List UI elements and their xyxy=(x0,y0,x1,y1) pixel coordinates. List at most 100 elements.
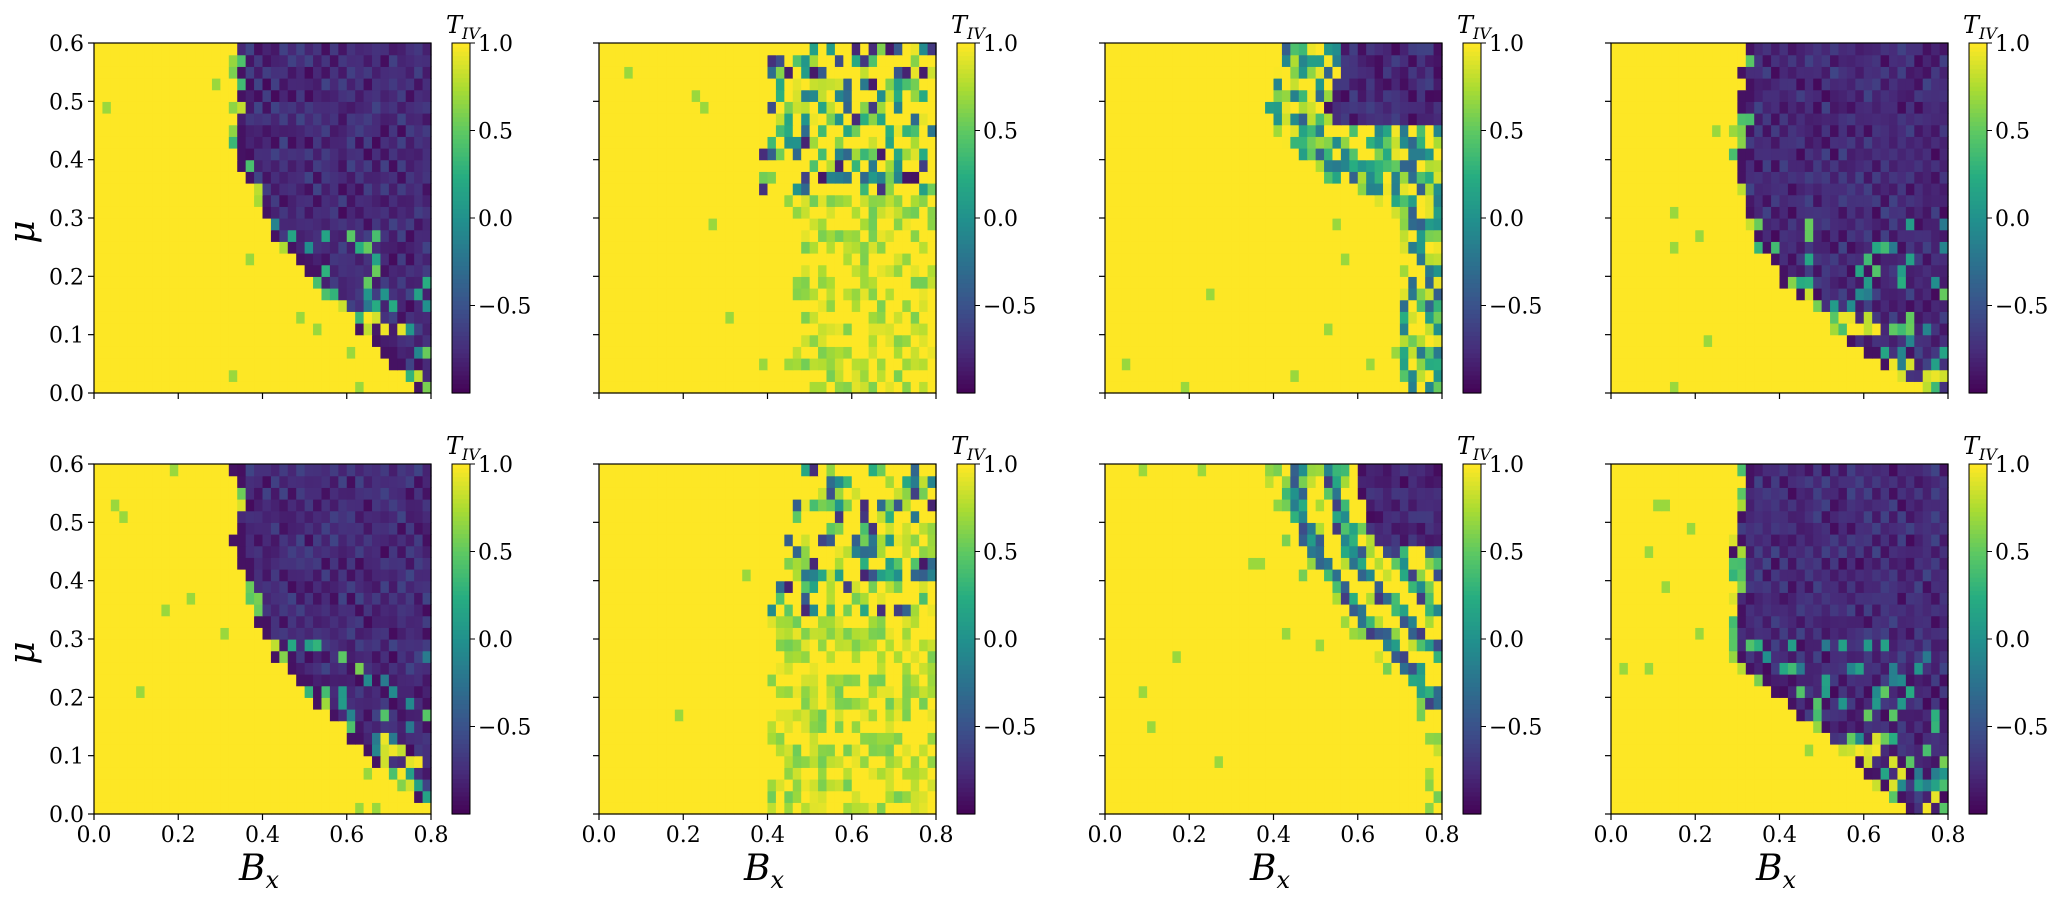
heatmap-cell xyxy=(355,78,365,91)
heatmap-cell xyxy=(296,288,306,301)
heatmap-cell xyxy=(632,288,642,301)
colorbar-segment xyxy=(1463,130,1481,136)
colorbar-segment xyxy=(957,323,975,328)
heatmap-cell xyxy=(742,136,752,149)
heatmap-cell xyxy=(809,229,819,242)
heatmap-cell xyxy=(775,66,785,79)
heatmap-cell xyxy=(927,171,937,184)
heatmap-cell xyxy=(1315,334,1325,347)
heatmap-cell xyxy=(700,218,710,231)
heatmap-cell xyxy=(599,124,609,137)
heatmap-cell xyxy=(1762,253,1772,266)
colorbar-segment xyxy=(957,117,975,123)
heatmap-cell xyxy=(1408,159,1418,172)
heatmap-cell xyxy=(279,218,289,231)
heatmap-cell xyxy=(1206,136,1216,149)
heatmap-cell xyxy=(775,253,785,266)
heatmap-cell xyxy=(615,369,625,382)
heatmap-cell xyxy=(1121,148,1131,161)
heatmap-cell xyxy=(1922,148,1932,161)
heatmap-cell xyxy=(1661,148,1671,161)
heatmap-cell xyxy=(94,264,104,277)
heatmap-cell xyxy=(1779,358,1789,371)
heatmap-cell xyxy=(346,276,356,289)
heatmap-cell xyxy=(380,89,390,102)
heatmap-cell xyxy=(1155,323,1165,336)
heatmap-cell xyxy=(338,78,348,91)
heatmap-cell xyxy=(1804,311,1814,324)
heatmap-cell xyxy=(1695,276,1705,289)
colorbar-segment xyxy=(1463,318,1481,324)
heatmap-cell xyxy=(700,78,710,91)
heatmap-cell xyxy=(405,171,415,184)
heatmap-cell xyxy=(1636,369,1646,382)
heatmap-cell xyxy=(346,253,356,266)
heatmap-cell xyxy=(414,334,424,347)
heatmap-cell xyxy=(203,218,213,231)
heatmap-cell xyxy=(809,381,819,394)
heatmap-cell xyxy=(759,358,769,371)
heatmap-cell xyxy=(1712,241,1722,254)
heatmap-cell xyxy=(1180,288,1190,301)
heatmap-cell xyxy=(1105,311,1115,324)
heatmap-cell xyxy=(287,253,297,266)
heatmap-cell xyxy=(666,288,676,301)
heatmap-cell xyxy=(1239,54,1249,67)
heatmap-cell xyxy=(1796,241,1806,254)
heatmap-cell xyxy=(877,194,887,207)
heatmap-cell xyxy=(1298,148,1308,161)
heatmap-cell xyxy=(1113,276,1123,289)
heatmap-cell xyxy=(809,101,819,114)
heatmap-cell xyxy=(270,206,280,219)
heatmap-cell xyxy=(1357,113,1367,126)
heatmap-cell xyxy=(195,101,205,114)
heatmap-cell xyxy=(211,124,221,137)
heatmap-cell xyxy=(363,241,373,254)
heatmap-cell xyxy=(405,148,415,161)
heatmap-cell xyxy=(868,218,878,231)
heatmap-cell xyxy=(1214,43,1224,56)
heatmap-cell xyxy=(414,241,424,254)
heatmap-cell xyxy=(1880,136,1890,149)
heatmap-cell xyxy=(1307,369,1317,382)
heatmap-cell xyxy=(683,54,693,67)
heatmap-cell xyxy=(1298,323,1308,336)
heatmap-cell xyxy=(868,311,878,324)
heatmap-cell xyxy=(1138,299,1148,312)
heatmap-cell xyxy=(1686,358,1696,371)
heatmap-cell xyxy=(1324,136,1334,149)
heatmap-cell xyxy=(1113,124,1123,137)
heatmap-cell xyxy=(860,54,870,67)
heatmap-cell xyxy=(893,334,903,347)
heatmap-cell xyxy=(599,381,609,394)
heatmap-cell xyxy=(304,124,314,137)
heatmap-cell xyxy=(110,358,120,371)
heatmap-cell xyxy=(313,369,323,382)
heatmap-cell xyxy=(161,229,171,242)
heatmap-cell xyxy=(313,148,323,161)
heatmap-cell xyxy=(691,369,701,382)
heatmap-cell xyxy=(1324,381,1334,394)
heatmap-cell xyxy=(397,136,407,149)
colorbar-segment xyxy=(452,327,470,333)
heatmap-cell xyxy=(1416,159,1426,172)
heatmap-cell xyxy=(1703,171,1713,184)
colorbar-segment xyxy=(452,257,470,263)
heatmap-cell xyxy=(893,183,903,196)
heatmap-cell xyxy=(1644,124,1654,137)
heatmap-cell xyxy=(818,124,828,137)
heatmap-cell xyxy=(1273,206,1283,219)
heatmap-cell xyxy=(1619,89,1629,102)
heatmap-cell xyxy=(1374,218,1384,231)
heatmap-cell xyxy=(270,218,280,231)
heatmap-cell xyxy=(1880,334,1890,347)
heatmap-cell xyxy=(1821,206,1831,219)
heatmap-cell xyxy=(1939,229,1949,242)
colorbar-segment xyxy=(1463,209,1481,215)
heatmap-cell xyxy=(1222,311,1232,324)
heatmap-cell xyxy=(733,78,743,91)
heatmap-cell xyxy=(691,124,701,137)
heatmap-cell xyxy=(1340,206,1350,219)
heatmap-cell xyxy=(321,276,331,289)
heatmap-cell xyxy=(885,194,895,207)
